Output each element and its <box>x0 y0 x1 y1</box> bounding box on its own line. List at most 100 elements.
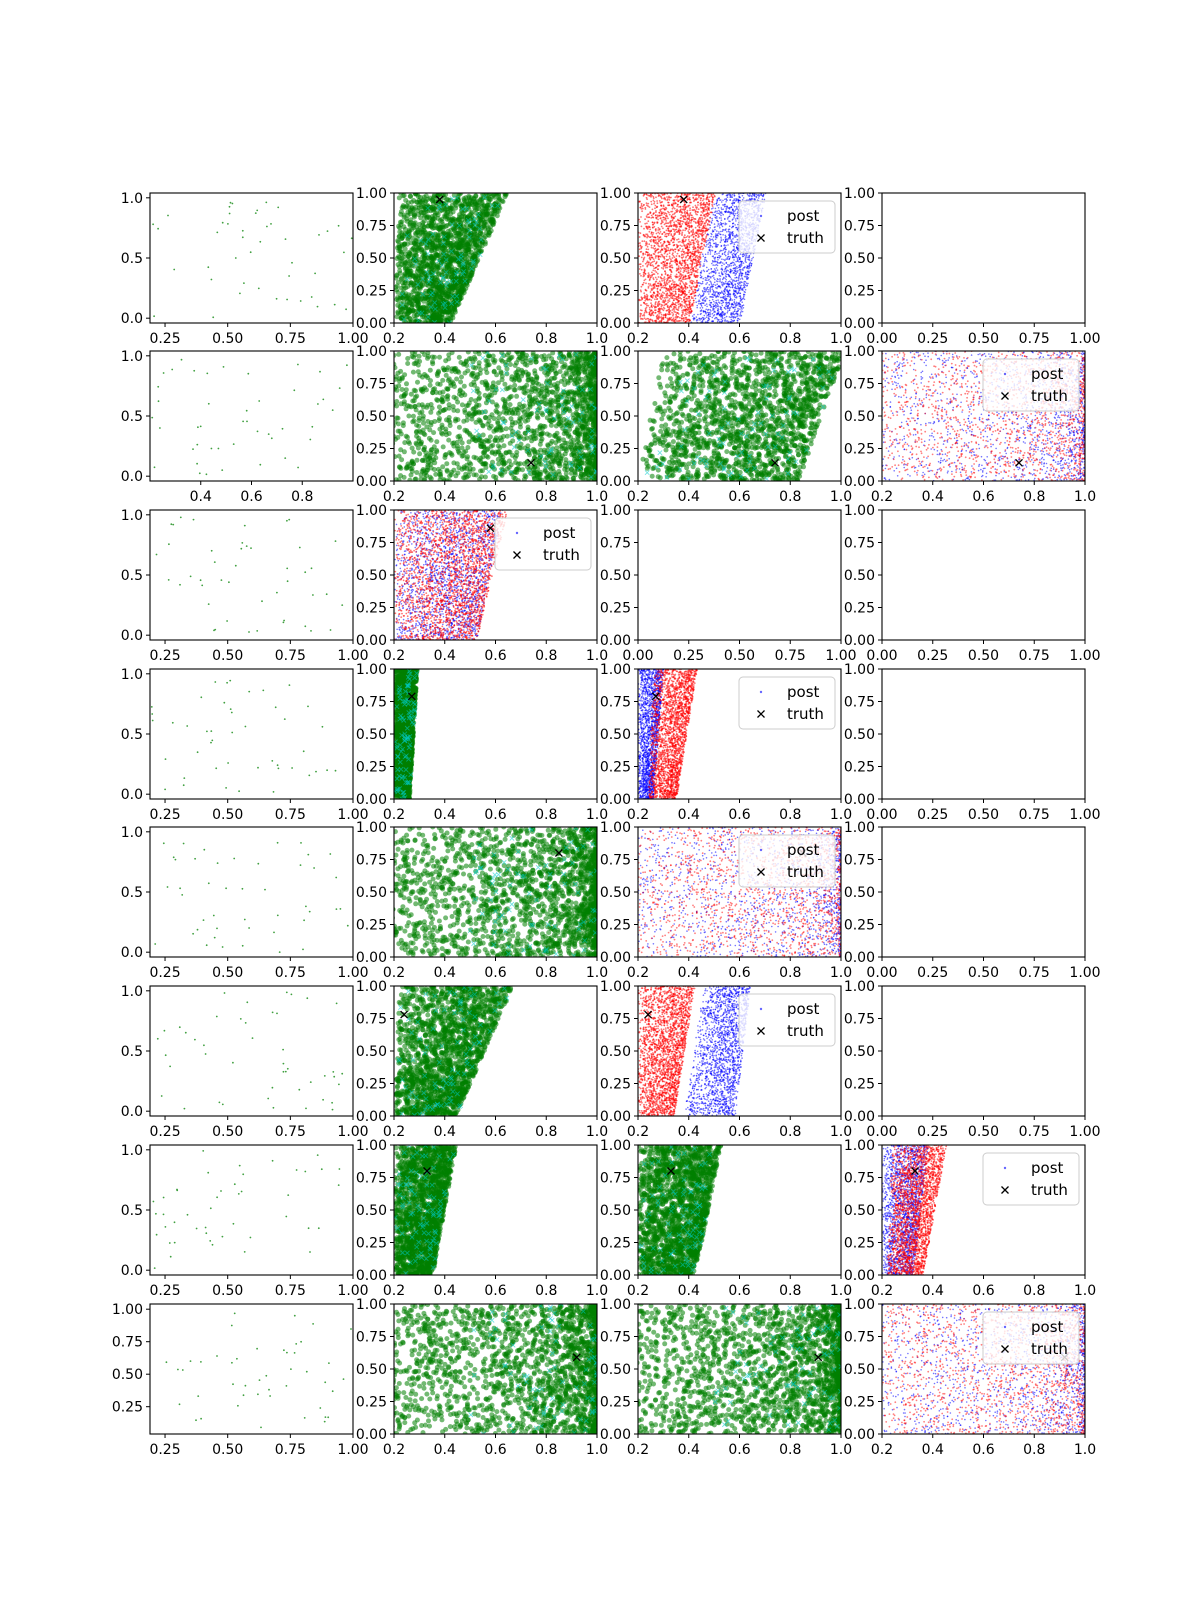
post-point <box>728 283 730 285</box>
post-point <box>752 257 754 259</box>
post-point <box>705 225 707 227</box>
post-point <box>668 295 670 297</box>
post-point <box>706 306 708 308</box>
post-point <box>707 276 709 278</box>
post-point <box>717 259 719 261</box>
post-point <box>708 213 710 215</box>
post-point <box>709 238 711 240</box>
x-tick-label: 0.25 <box>149 331 180 347</box>
post-point <box>712 240 714 242</box>
post-point <box>737 252 739 254</box>
post-point <box>655 295 657 297</box>
post-point <box>724 253 726 255</box>
sample-point <box>311 296 313 298</box>
post-point <box>751 260 753 262</box>
post-point <box>720 215 722 217</box>
post-point <box>710 268 712 270</box>
sample-point <box>266 226 268 228</box>
post-point <box>737 259 739 261</box>
post-point <box>727 294 729 296</box>
post-point <box>717 257 719 259</box>
post-point <box>408 269 413 274</box>
post-point <box>714 223 716 225</box>
post-point <box>471 241 476 246</box>
post-point <box>423 199 428 204</box>
post-point <box>722 200 724 202</box>
post-point <box>713 308 715 310</box>
sample-point <box>242 236 244 238</box>
post-point <box>749 196 751 198</box>
post-point <box>675 318 677 320</box>
post-point <box>653 232 655 234</box>
post-point <box>665 300 667 302</box>
post-point <box>677 204 679 206</box>
post-point <box>738 277 740 279</box>
post-point <box>743 262 745 264</box>
post-point <box>689 303 691 305</box>
post-point <box>700 310 702 312</box>
post-point <box>742 311 744 313</box>
post-point <box>727 310 729 312</box>
post-point <box>730 196 732 198</box>
post-point <box>667 204 669 206</box>
post-point <box>656 200 658 202</box>
post-point <box>724 283 726 285</box>
post-point <box>723 263 725 265</box>
post-point <box>422 214 427 219</box>
post-point <box>707 223 709 225</box>
post-point <box>693 295 695 297</box>
post-point <box>704 291 706 293</box>
post-point <box>728 256 730 258</box>
post-point <box>746 279 748 281</box>
post-point <box>745 276 747 278</box>
post-point <box>489 219 494 224</box>
post-point <box>707 287 709 289</box>
post-point <box>726 199 728 201</box>
post-point <box>733 320 735 322</box>
post-point <box>705 296 707 298</box>
post-point <box>707 252 709 254</box>
post-point <box>731 278 733 280</box>
post-point <box>734 272 736 274</box>
post-point <box>725 302 727 304</box>
post-point <box>727 206 729 208</box>
post-point <box>721 319 723 321</box>
post-point <box>726 194 728 196</box>
post-point <box>720 262 722 264</box>
post-point <box>655 281 657 283</box>
post-point <box>734 311 736 313</box>
post-point <box>667 306 669 308</box>
post-point <box>454 203 459 208</box>
post-point <box>733 242 735 244</box>
post-point <box>746 285 748 287</box>
post-point <box>407 228 412 233</box>
post-point <box>727 252 729 254</box>
post-point <box>712 220 714 222</box>
post-point <box>670 274 672 276</box>
post-point <box>714 243 716 245</box>
post-point <box>716 220 718 222</box>
post-point <box>702 200 704 202</box>
post-point <box>708 224 710 226</box>
post-point <box>659 236 661 238</box>
post-point <box>724 307 726 309</box>
post-point <box>724 206 726 208</box>
post-point <box>429 258 434 263</box>
post-point <box>736 312 738 314</box>
post-point <box>728 291 730 293</box>
post-point <box>743 285 745 287</box>
post-point <box>735 261 737 263</box>
post-point <box>712 256 714 258</box>
post-point <box>730 195 732 197</box>
post-point <box>687 235 689 237</box>
post-point <box>663 292 665 294</box>
post-point <box>734 224 736 226</box>
post-point <box>715 273 717 275</box>
post-point <box>729 280 731 282</box>
post-point <box>715 251 717 253</box>
post-point <box>731 303 733 305</box>
post-point <box>714 196 716 198</box>
post-point <box>709 245 711 247</box>
y-tick-label: 1.00 <box>356 186 387 202</box>
post-point <box>738 282 740 284</box>
